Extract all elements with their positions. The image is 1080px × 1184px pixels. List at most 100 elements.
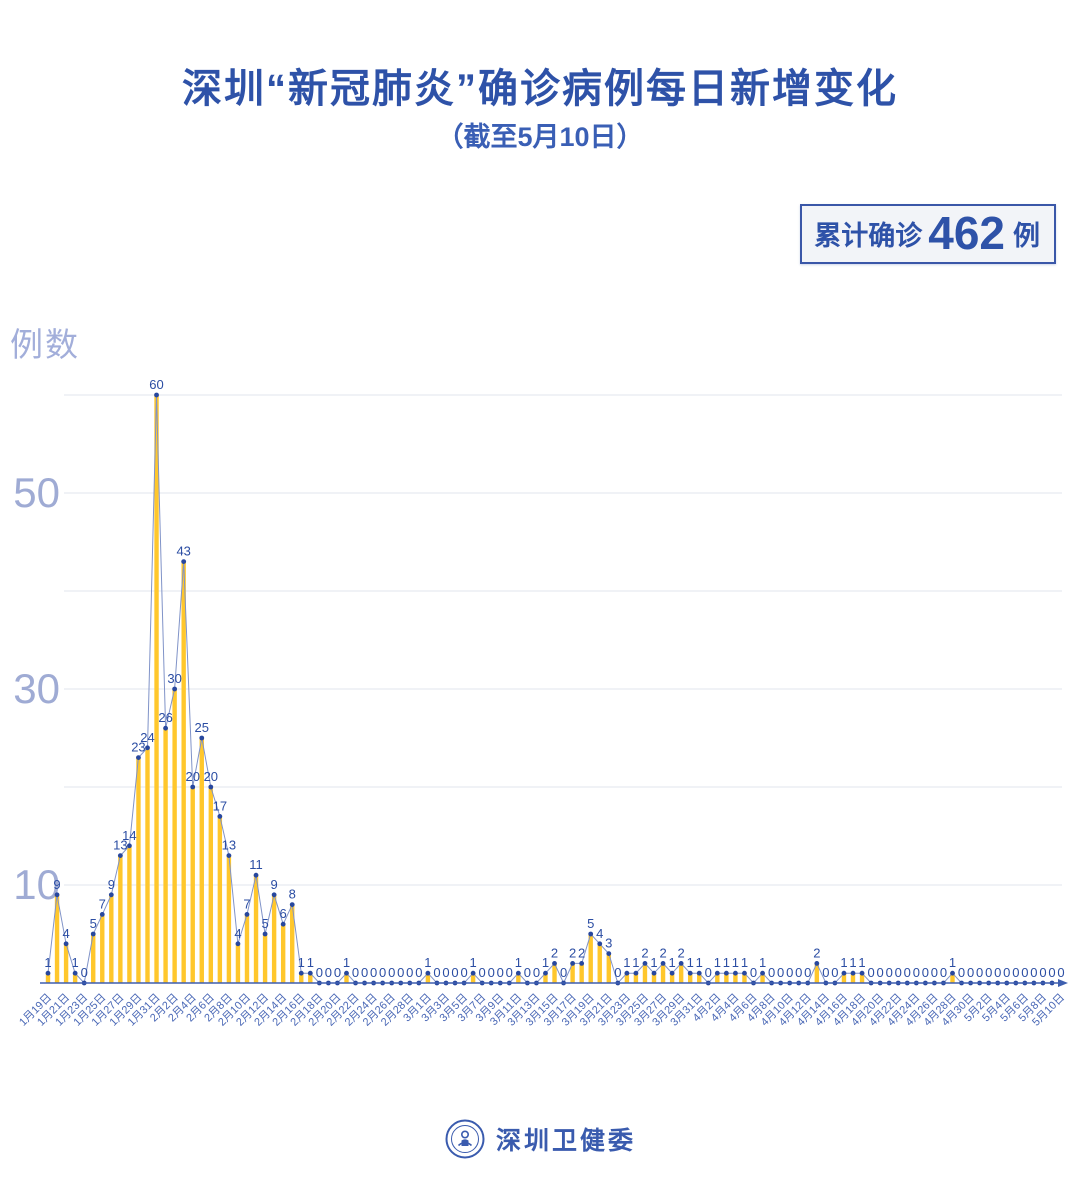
svg-text:30: 30 [167, 671, 181, 686]
svg-text:1: 1 [44, 955, 51, 970]
svg-text:2: 2 [641, 945, 648, 960]
y-tick-labels: 10 30 50 [13, 469, 60, 908]
page-title: 深圳“新冠肺炎”确诊病例每日新增变化 [182, 67, 898, 111]
svg-text:1: 1 [741, 955, 748, 970]
svg-text:0: 0 [370, 965, 377, 980]
svg-text:0: 0 [895, 965, 902, 980]
svg-text:1: 1 [849, 955, 856, 970]
svg-text:1: 1 [696, 955, 703, 970]
svg-text:0: 0 [533, 965, 540, 980]
svg-text:1: 1 [469, 955, 476, 970]
svg-text:0: 0 [822, 965, 829, 980]
svg-text:0: 0 [877, 965, 884, 980]
svg-text:20: 20 [204, 769, 218, 784]
svg-text:13: 13 [222, 838, 236, 853]
svg-text:0: 0 [886, 965, 893, 980]
gridlines [64, 394, 1062, 886]
svg-text:1: 1 [298, 955, 305, 970]
svg-text:3: 3 [605, 936, 612, 951]
svg-text:13: 13 [113, 838, 127, 853]
svg-text:4: 4 [596, 926, 603, 941]
svg-text:0: 0 [913, 965, 920, 980]
svg-text:20: 20 [185, 769, 199, 784]
svg-text:25: 25 [195, 720, 209, 735]
page-subtitle: （截至5月10日） [436, 122, 644, 152]
svg-text:0: 0 [433, 965, 440, 980]
svg-text:0: 0 [922, 965, 929, 980]
svg-text:23: 23 [131, 740, 145, 755]
svg-text:14: 14 [122, 828, 136, 843]
badge-suffix-label: 例 [1013, 220, 1040, 251]
svg-text:5: 5 [587, 916, 594, 931]
svg-text:4: 4 [62, 926, 69, 941]
svg-text:0: 0 [931, 965, 938, 980]
svg-text:0: 0 [460, 965, 467, 980]
svg-text:0: 0 [506, 965, 513, 980]
svg-text:1: 1 [623, 955, 630, 970]
y-axis-title: 例数 [10, 326, 80, 363]
svg-text:1: 1 [840, 955, 847, 970]
svg-text:1: 1 [424, 955, 431, 970]
svg-text:0: 0 [985, 965, 992, 980]
svg-text:9: 9 [108, 877, 115, 892]
svg-text:1: 1 [714, 955, 721, 970]
svg-text:0: 0 [361, 965, 368, 980]
svg-text:24: 24 [140, 730, 154, 745]
svg-text:0: 0 [379, 965, 386, 980]
svg-text:1: 1 [949, 955, 956, 970]
svg-text:1: 1 [515, 955, 522, 970]
health-commission-logo-icon [445, 1119, 485, 1159]
value-labels: 1941057913142324602630432025201713471159… [44, 377, 1064, 980]
svg-text:0: 0 [352, 965, 359, 980]
svg-text:6: 6 [280, 906, 287, 921]
svg-text:0: 0 [1057, 965, 1064, 980]
svg-text:0: 0 [940, 965, 947, 980]
svg-text:1: 1 [858, 955, 865, 970]
svg-text:17: 17 [213, 798, 227, 813]
svg-text:0: 0 [967, 965, 974, 980]
badge-total-value: 462 [928, 207, 1005, 259]
svg-text:0: 0 [1030, 965, 1037, 980]
x-tick-labels: 1月19日1月21日1月23日1月25日1月27日1月29日1月31日2月2日2… [17, 992, 1067, 1029]
svg-text:0: 0 [451, 965, 458, 980]
svg-text:7: 7 [99, 896, 106, 911]
svg-text:0: 0 [397, 965, 404, 980]
svg-text:0: 0 [415, 965, 422, 980]
svg-text:0: 0 [442, 965, 449, 980]
svg-text:0: 0 [1048, 965, 1055, 980]
svg-text:0: 0 [524, 965, 531, 980]
cumulative-total-badge: 累计确诊 462 例 [800, 204, 1056, 264]
svg-text:2: 2 [578, 945, 585, 960]
svg-text:0: 0 [334, 965, 341, 980]
svg-text:1: 1 [723, 955, 730, 970]
svg-text:8: 8 [289, 887, 296, 902]
org-name: 深圳卫健委 [495, 1127, 636, 1155]
svg-text:0: 0 [786, 965, 793, 980]
svg-text:60: 60 [149, 377, 163, 392]
svg-text:26: 26 [158, 710, 172, 725]
svg-text:2: 2 [569, 945, 576, 960]
svg-text:30: 30 [13, 665, 60, 712]
svg-text:0: 0 [958, 965, 965, 980]
svg-text:2: 2 [659, 945, 666, 960]
svg-text:1: 1 [307, 955, 314, 970]
svg-text:0: 0 [81, 965, 88, 980]
svg-text:0: 0 [497, 965, 504, 980]
x-axis [40, 979, 1068, 987]
badge-prefix-label: 累计确诊 [814, 220, 923, 251]
svg-text:9: 9 [53, 877, 60, 892]
bars [45, 395, 955, 983]
svg-text:0: 0 [614, 965, 621, 980]
svg-text:0: 0 [795, 965, 802, 980]
svg-text:0: 0 [777, 965, 784, 980]
svg-text:9: 9 [271, 877, 278, 892]
svg-text:10: 10 [13, 861, 60, 908]
svg-text:0: 0 [479, 965, 486, 980]
svg-text:43: 43 [176, 544, 190, 559]
svg-text:0: 0 [325, 965, 332, 980]
svg-text:0: 0 [1021, 965, 1028, 980]
svg-text:0: 0 [750, 965, 757, 980]
svg-text:0: 0 [388, 965, 395, 980]
